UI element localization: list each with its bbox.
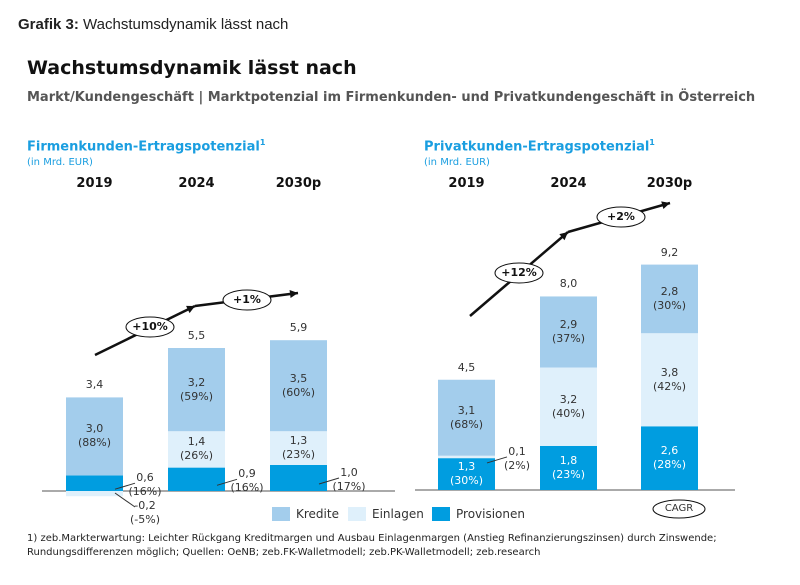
year-label-2030p: 2030p xyxy=(275,176,322,191)
legend-kredite: Kredite xyxy=(296,507,339,521)
chart-subtitle: Markt/Kundengeschäft | Marktpotenzial im… xyxy=(27,90,756,105)
legend-einlagen: Einlagen xyxy=(372,507,424,521)
bar-kredite-2024 xyxy=(168,348,225,432)
left-chart-title: Firmenkunden-Ertragspotenzial1 xyxy=(27,138,265,154)
data-label-kredite-2019: 3,0 (88%) xyxy=(77,422,112,450)
cagr-label: +10% xyxy=(132,320,168,333)
total-label-2019: 4,5 xyxy=(457,360,476,374)
leader-line xyxy=(318,477,340,485)
cagr-arrowhead xyxy=(559,232,568,241)
legend-provisionen: Provisionen xyxy=(456,507,525,521)
bar-einlagen-2030p xyxy=(641,333,698,427)
footnote-ref: 1 xyxy=(259,138,266,147)
cagr-legend-label: CAGR xyxy=(664,503,694,514)
data-label-einlagen-2024: 3,2 (40%) xyxy=(551,392,586,420)
year-label-2030p: 2030p xyxy=(646,176,693,191)
total-label-2030p: 9,2 xyxy=(660,245,679,259)
data-label-einlagen-2030p: 3,8 (42%) xyxy=(652,365,687,393)
footnote-ref: 1 xyxy=(649,138,655,147)
leader-line xyxy=(114,482,136,490)
bar-kredite-2024 xyxy=(540,296,597,368)
cagr-badge xyxy=(596,206,646,228)
data-label-einlagen-2019: -0,2 (-5%) xyxy=(129,499,161,526)
data-label-kredite-2019: 3,1 (68%) xyxy=(449,403,484,431)
leader-line xyxy=(114,492,136,508)
chart-title: Wachstumsdynamik lässt nach xyxy=(27,57,357,79)
total-label-2019: 3,4 xyxy=(85,378,104,392)
year-label-2024: 2024 xyxy=(550,176,587,191)
bar-provisionen-2019 xyxy=(438,458,495,490)
data-label-kredite-2024: 2,9 (37%) xyxy=(551,317,586,345)
right-chart-unit: (in Mrd. EUR) xyxy=(424,157,490,168)
total-label-2024: 8,0 xyxy=(559,277,578,291)
right-chart-title-text: Privatkunden-Ertragspotenzial xyxy=(424,139,650,155)
legend-swatch-provisionen xyxy=(432,507,450,521)
figure-caption: Grafik 3: Wachstumsdynamik lässt nach xyxy=(18,16,288,33)
cagr-label: +1% xyxy=(233,293,261,306)
year-label-2019: 2019 xyxy=(76,176,113,191)
data-label-kredite-2024: 3,2 (59%) xyxy=(179,375,214,403)
right-chart-title: Privatkunden-Ertragspotenzial1 xyxy=(424,138,655,154)
bar-kredite-2030p xyxy=(641,264,698,334)
data-label-kredite-2030p: 2,8 (30%) xyxy=(652,284,687,312)
data-label-einlagen-2019: 0,1 (2%) xyxy=(503,444,531,472)
cagr-arrowhead xyxy=(661,201,670,210)
figure-number: Grafik 3: xyxy=(18,16,79,33)
data-label-provisionen-2024: 0,9 (16%) xyxy=(230,467,264,495)
footnote: 1) zeb.Markterwartung: Leichter Rückgang… xyxy=(27,533,717,558)
data-label-provisionen-2024: 1,8 (23%) xyxy=(551,453,586,481)
year-label-2024: 2024 xyxy=(178,176,215,191)
total-label-2030p: 5,9 xyxy=(289,321,308,335)
leader-line xyxy=(486,456,508,464)
left-chart-title-text: Firmenkunden-Ertragspotenzial xyxy=(27,139,260,155)
cagr-label: +2% xyxy=(607,210,635,223)
cagr-arrowhead xyxy=(186,305,195,314)
data-label-provisionen-2019: 1,3 (30%) xyxy=(449,460,484,488)
legend-swatch-kredite xyxy=(272,507,290,521)
bar-provisionen-2024 xyxy=(168,467,225,491)
cagr-badge xyxy=(494,262,544,284)
bar-einlagen-2019 xyxy=(66,491,123,497)
bar-kredite-2019 xyxy=(438,379,495,456)
cagr-arrowhead xyxy=(289,290,298,298)
leader-line xyxy=(216,478,238,486)
bar-provisionen-2030p xyxy=(641,426,698,490)
left-chart-unit: (in Mrd. EUR) xyxy=(27,157,93,168)
data-label-einlagen-2030p: 1,3 (23%) xyxy=(281,434,316,462)
cagr-badge xyxy=(222,289,272,311)
data-label-provisionen-2030p: 2,6 (28%) xyxy=(652,444,687,472)
legend-swatch-einlagen xyxy=(348,507,366,521)
bar-kredite-2030p xyxy=(270,340,327,432)
data-label-provisionen-2019: 0,6 (16%) xyxy=(128,471,162,499)
cagr-legend-badge xyxy=(652,499,706,519)
bar-einlagen-2030p xyxy=(270,431,327,465)
bar-provisionen-2024 xyxy=(540,445,597,490)
cagr-badge xyxy=(125,316,175,338)
bar-einlagen-2024 xyxy=(540,367,597,446)
data-label-provisionen-2030p: 1,0 (17%) xyxy=(332,466,366,493)
year-label-2019: 2019 xyxy=(448,176,485,191)
bar-einlagen-2019 xyxy=(438,455,495,459)
figure-caption-title: Wachstumsdynamik lässt nach xyxy=(83,16,289,33)
total-label-2024: 5,5 xyxy=(187,329,206,342)
bar-provisionen-2019 xyxy=(66,475,123,491)
bar-kredite-2019 xyxy=(66,397,123,476)
data-label-kredite-2030p: 3,5 (60%) xyxy=(281,371,316,399)
cagr-label: +12% xyxy=(501,266,537,279)
bar-einlagen-2024 xyxy=(168,431,225,468)
data-label-einlagen-2024: 1,4 (26%) xyxy=(179,435,214,463)
bar-provisionen-2030p xyxy=(270,465,327,491)
